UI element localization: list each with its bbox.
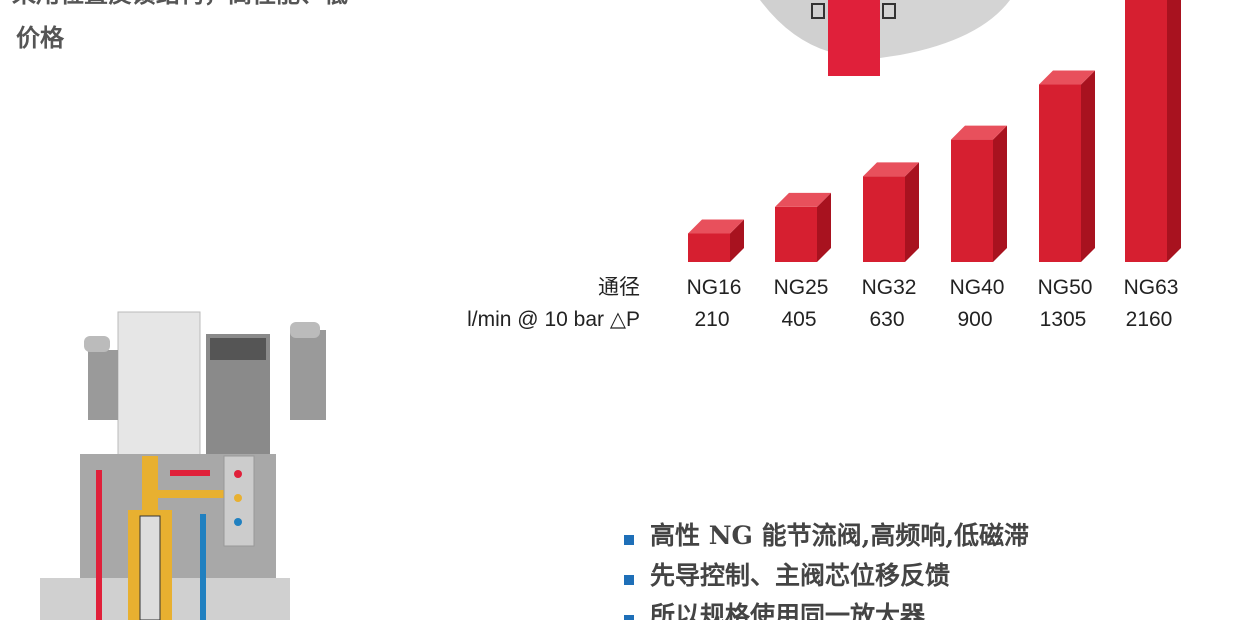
bar-top [1039, 70, 1095, 85]
row-label: l/min @ 10 bar △P [467, 308, 640, 331]
flow-value: 2160 [1126, 308, 1173, 331]
bar-side [730, 219, 744, 262]
bullet-text: 所以规格使用同一放大器 [650, 601, 926, 620]
size-label: NG25 [774, 276, 829, 299]
bullet-marker [624, 615, 634, 620]
bullet-text: 高性 NG 能节流阀,高频响,低磁滞 [650, 521, 1029, 550]
bar-side [905, 162, 919, 262]
intro-line: 采用位置反馈结构，高性能、低 [12, 0, 348, 8]
bullet-marker [624, 535, 634, 545]
bullet-marker [624, 575, 634, 585]
flow-value: 405 [781, 308, 816, 331]
flow-bars [688, 0, 1181, 263]
intro-line: 价格 [16, 23, 65, 52]
size-label: NG40 [950, 276, 1005, 299]
flow-value: 210 [694, 308, 729, 331]
size-label: NG16 [687, 276, 742, 299]
valve-top-detail [811, 3, 825, 19]
bar-top [951, 125, 1007, 140]
bar-top [688, 219, 744, 234]
bar-side [817, 192, 831, 262]
row-label: 通径 [598, 276, 640, 299]
bullets: 高性 NG 能节流阀,高频响,低磁滞先导控制、主阀芯位移反馈所以规格使用同一放大… [624, 521, 1029, 620]
bar-front [863, 176, 905, 262]
texts: 采用位置反馈结构，高性能、低 价格 通径 l/min @ 10 bar △P N… [12, 0, 1178, 331]
flow-value: 1305 [1040, 308, 1087, 331]
valve-top-spool [828, 0, 880, 76]
bar-side [993, 125, 1007, 262]
bar-front [775, 206, 817, 262]
valve-top-detail [882, 3, 896, 19]
bar-front [1125, 0, 1167, 263]
size-label: NG50 [1038, 276, 1093, 299]
bar-front [1039, 84, 1081, 263]
bar-front [688, 233, 730, 262]
valve-top-body [740, 0, 1010, 58]
bullet-text: 先导控制、主阀芯位移反馈 [650, 561, 950, 590]
bar-top [775, 192, 831, 207]
bar-side [1167, 0, 1181, 262]
valve-top-body [760, 0, 830, 52]
size-label: NG32 [862, 276, 917, 299]
flow-value: 900 [957, 308, 992, 331]
bar-side [1081, 70, 1095, 263]
bar-top [863, 162, 919, 177]
size-label: NG63 [1124, 276, 1179, 299]
valve-section [40, 311, 326, 620]
bar-front [951, 139, 993, 262]
flow-value: 630 [869, 308, 904, 331]
